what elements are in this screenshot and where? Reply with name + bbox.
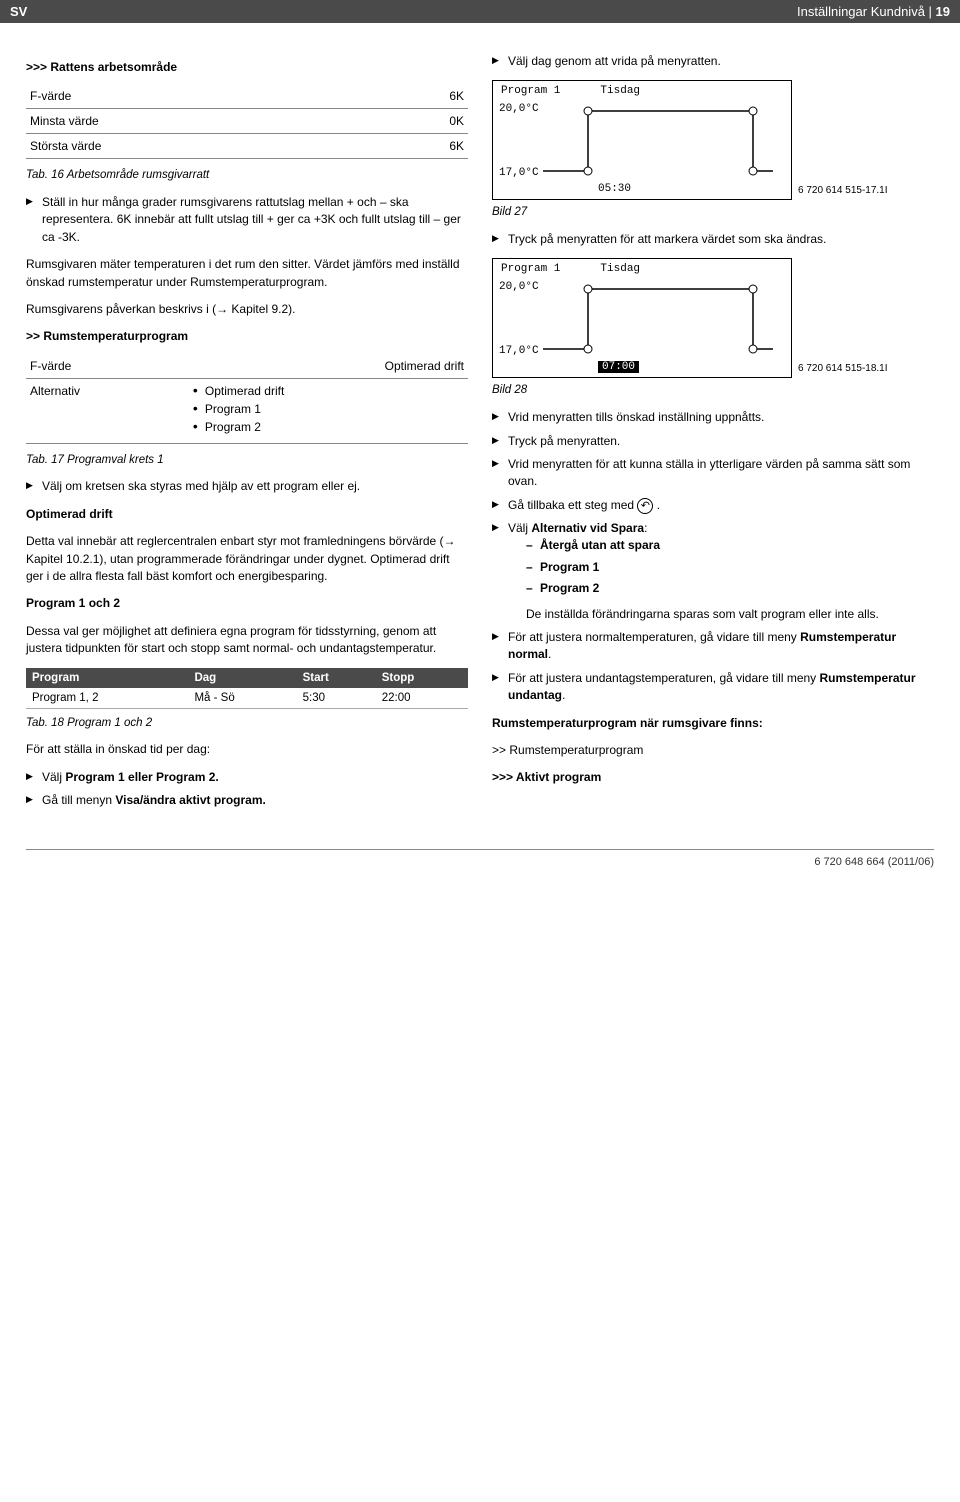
table-row: Alternativ Optimerad drift Program 1 Pro… (26, 378, 468, 443)
x-tick-highlighted: 07:00 (598, 361, 639, 373)
y-tick: 17,0°C (499, 167, 539, 179)
table-program-schedule: Program Dag Start Stopp Program 1, 2 Må … (26, 668, 468, 709)
step-chart-icon (543, 283, 773, 355)
list-item: Vrid menyratten för att kunna ställa in … (492, 456, 934, 491)
list-item: Gå till menyn Visa/ändra aktivt program. (26, 792, 468, 809)
table-row: Största värde 6K (26, 134, 468, 159)
x-tick: 05:30 (598, 183, 631, 195)
body-text: >>> Aktivt program (492, 769, 934, 786)
sub-heading: Program 1 och 2 (26, 595, 468, 612)
body-text: >> Rumstemperaturprogram (492, 742, 934, 759)
section-title: >>> Rattens arbetsområde (26, 59, 468, 76)
sub-heading: Rumstemperaturprogram när rumsgivare fin… (492, 715, 934, 732)
body-text: Rumsgivaren mäter temperaturen i det rum… (26, 256, 468, 291)
table-row: F-värde 6K (26, 84, 468, 109)
section-title: >> Rumstemperaturprogram (26, 328, 468, 345)
page-header: SV Inställningar Kundnivå | 19 (0, 0, 960, 23)
left-column: >>> Rattens arbetsområde F-värde 6K Mins… (26, 53, 468, 819)
header-left: SV (10, 4, 27, 19)
body-text: För att ställa in önskad tid per dag: (26, 741, 468, 758)
list-item: Program 1 (526, 559, 934, 576)
display-screenshot-1: Program 1 Tisdag 20,0°C 17,0°C 05:30 (492, 80, 792, 200)
table-caption: Tab. 17 Programval krets 1 (26, 452, 468, 469)
body-text: Detta val innebär att reglercentralen en… (26, 533, 468, 585)
figure-caption: Bild 27 (492, 204, 934, 221)
list-item: Välj om kretsen ska styras med hjälp av … (26, 478, 468, 495)
list-item: Tryck på menyratten. (492, 433, 934, 450)
sub-heading: Optimerad drift (26, 506, 468, 523)
y-tick: 20,0°C (499, 103, 539, 115)
list-item: För att justera undantagstemperaturen, g… (492, 670, 934, 705)
display-screenshot-2: Program 1 Tisdag 20,0°C 17,0°C 07:00 (492, 258, 792, 378)
page-footer: 6 720 648 664 (2011/06) (26, 849, 934, 884)
body-text: Rumsgivarens påverkan beskrivs i (→ Kapi… (26, 301, 468, 318)
list-item: För att justera normaltemperaturen, gå v… (492, 629, 934, 664)
figure-caption: Bild 28 (492, 382, 934, 399)
list-item: Ställ in hur många grader rumsgivarens r… (26, 194, 468, 246)
list-item: Gå tillbaka ett steg med ↶ . (492, 497, 934, 514)
back-icon: ↶ (637, 498, 653, 514)
list-item: Optimerad drift (191, 384, 464, 398)
list-item: Välj dag genom att vrida på menyratten. (492, 53, 934, 70)
table-row: Program 1, 2 Må - Sö 5:30 22:00 (26, 688, 468, 709)
list-item: Återgå utan att spara (526, 537, 934, 554)
list-item: Tryck på menyratten för att markera värd… (492, 231, 934, 248)
right-column: Välj dag genom att vrida på menyratten. … (492, 53, 934, 819)
figure-code: 6 720 614 515-17.1I (798, 185, 888, 196)
list-item: Program 1 (191, 402, 464, 416)
list-item: Välj Program 1 eller Program 2. (26, 769, 468, 786)
table-programval: F-värde Optimerad drift Alternativ Optim… (26, 354, 468, 444)
list-item: Vrid menyratten tills önskad inställning… (492, 409, 934, 426)
body-text: Dessa val ger möjlighet att definiera eg… (26, 623, 468, 658)
table-row: F-värde Optimerad drift (26, 354, 468, 379)
figure-code: 6 720 614 515-18.1I (798, 363, 888, 374)
table-caption: Tab. 16 Arbetsområde rumsgivarratt (26, 167, 468, 184)
step-chart-icon (543, 105, 773, 177)
y-tick: 20,0°C (499, 281, 539, 293)
list-item: Program 2 (191, 420, 464, 434)
table-arbetsomrade: F-värde 6K Minsta värde 0K Största värde… (26, 84, 468, 159)
table-caption: Tab. 18 Program 1 och 2 (26, 715, 468, 732)
list-item: Välj Alternativ vid Spara: Återgå utan a… (492, 520, 934, 623)
table-row: Minsta värde 0K (26, 109, 468, 134)
list-item: Program 2 (526, 580, 934, 597)
y-tick: 17,0°C (499, 345, 539, 357)
header-right: Inställningar Kundnivå | 19 (797, 4, 950, 19)
